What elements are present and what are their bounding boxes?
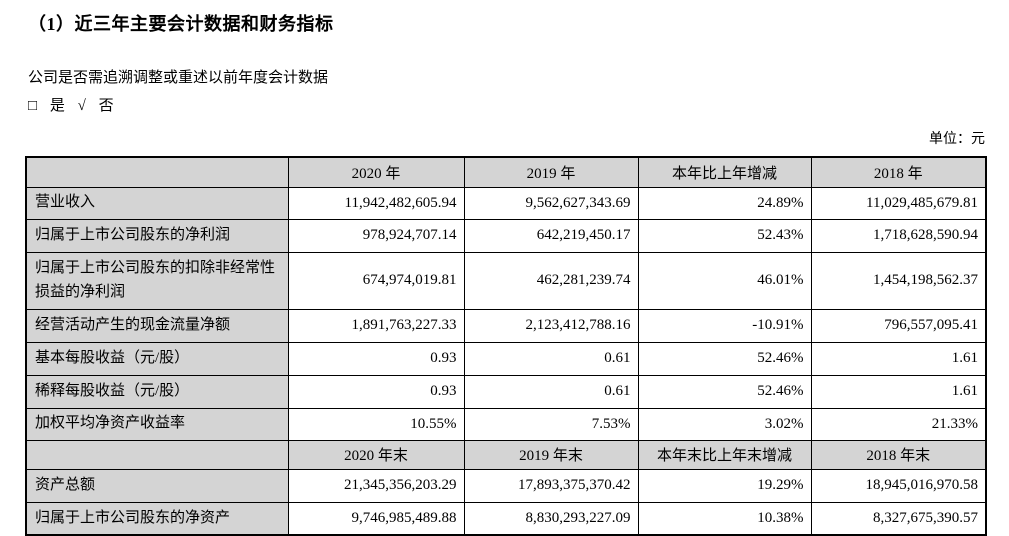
header-empty-cell <box>25 439 289 470</box>
header-year-2018: 2018 年 <box>810 156 987 188</box>
checkbox-yes-label: 是 <box>49 98 65 114</box>
cell-2018-value: 8,327,675,390.57 <box>810 501 987 536</box>
restate-checkbox-line: □ 是 √ 否 <box>28 94 1009 115</box>
cell-change-value: -10.91% <box>637 308 812 343</box>
row-label: 资产总额 <box>25 468 289 503</box>
row-label: 加权平均净资产收益率 <box>25 407 289 441</box>
cell-2018-value: 1.61 <box>810 341 987 376</box>
cell-2019-value: 0.61 <box>463 341 639 376</box>
cell-2020-value: 978,924,707.14 <box>287 218 465 253</box>
cell-2019-value: 642,219,450.17 <box>463 218 639 253</box>
cell-change-value: 46.01% <box>637 251 812 310</box>
cell-change-value: 52.46% <box>637 374 812 409</box>
cell-change-value: 24.89% <box>637 186 812 220</box>
table-header-year-end: 2020 年末 2019 年末 本年末比上年末增减 2018 年末 <box>25 439 987 470</box>
table-row-net-profit-excl-nonrecurring: 归属于上市公司股东的扣除非经常性损益的净利润 674,974,019.81 46… <box>25 251 987 310</box>
header-empty-cell <box>25 156 289 188</box>
unit-label: 单位：元 <box>929 132 985 147</box>
table-row-basic-eps: 基本每股收益（元/股） 0.93 0.61 52.46% 1.61 <box>25 341 987 376</box>
restate-question-text: 公司是否需追溯调整或重述以前年度会计数据 <box>28 70 329 86</box>
cell-2020-value: 0.93 <box>287 341 465 376</box>
cell-2020-value: 21,345,356,203.29 <box>287 468 465 503</box>
checkbox-yes-icon: □ <box>28 98 38 114</box>
cell-2018-value: 18,945,016,970.58 <box>810 468 987 503</box>
table-row-operating-cash-flow: 经营活动产生的现金流量净额 1,891,763,227.33 2,123,412… <box>25 308 987 343</box>
cell-2020-value: 9,746,985,489.88 <box>287 501 465 536</box>
cell-2019-value: 2,123,412,788.16 <box>463 308 639 343</box>
table-row-net-profit: 归属于上市公司股东的净利润 978,924,707.14 642,219,450… <box>25 218 987 253</box>
checkmark-no-icon: √ <box>77 98 86 114</box>
header-year-end-change: 本年末比上年末增减 <box>637 439 812 470</box>
table-row-diluted-eps: 稀释每股收益（元/股） 0.93 0.61 52.46% 1.61 <box>25 374 987 409</box>
cell-2019-value: 462,281,239.74 <box>463 251 639 310</box>
row-label: 营业收入 <box>25 186 289 220</box>
section-title: （1）近三年主要会计数据和财务指标 <box>28 14 334 34</box>
cell-2018-value: 11,029,485,679.81 <box>810 186 987 220</box>
cell-2018-value: 21.33% <box>810 407 987 441</box>
header-year-end-2020: 2020 年末 <box>287 439 465 470</box>
header-yoy-change: 本年比上年增减 <box>637 156 812 188</box>
header-year-end-2018: 2018 年末 <box>810 439 987 470</box>
header-year-2020: 2020 年 <box>287 156 465 188</box>
cell-change-value: 52.43% <box>637 218 812 253</box>
cell-2018-value: 796,557,095.41 <box>810 308 987 343</box>
cell-2020-value: 1,891,763,227.33 <box>287 308 465 343</box>
cell-change-value: 52.46% <box>637 341 812 376</box>
cell-2019-value: 0.61 <box>463 374 639 409</box>
cell-change-value: 19.29% <box>637 468 812 503</box>
cell-2020-value: 0.93 <box>287 374 465 409</box>
cell-2019-value: 9,562,627,343.69 <box>463 186 639 220</box>
cell-2018-value: 1,718,628,590.94 <box>810 218 987 253</box>
cell-change-value: 3.02% <box>637 407 812 441</box>
checkbox-no-label: 否 <box>98 98 114 114</box>
table-header-annual: 2020 年 2019 年 本年比上年增减 2018 年 <box>25 156 987 188</box>
cell-2019-value: 17,893,375,370.42 <box>463 468 639 503</box>
financial-indicators-table: 2020 年 2019 年 本年比上年增减 2018 年 营业收入 11,942… <box>25 156 987 536</box>
header-year-end-2019: 2019 年末 <box>463 439 639 470</box>
cell-2019-value: 7.53% <box>463 407 639 441</box>
cell-2020-value: 674,974,019.81 <box>287 251 465 310</box>
row-label: 归属于上市公司股东的净利润 <box>25 218 289 253</box>
cell-change-value: 10.38% <box>637 501 812 536</box>
table-row-weighted-avg-roe: 加权平均净资产收益率 10.55% 7.53% 3.02% 21.33% <box>25 407 987 441</box>
cell-2018-value: 1.61 <box>810 374 987 409</box>
row-label: 经营活动产生的现金流量净额 <box>25 308 289 343</box>
cell-2020-value: 11,942,482,605.94 <box>287 186 465 220</box>
table-row-revenue: 营业收入 11,942,482,605.94 9,562,627,343.69 … <box>25 186 987 220</box>
row-label: 稀释每股收益（元/股） <box>25 374 289 409</box>
table-row-total-assets: 资产总额 21,345,356,203.29 17,893,375,370.42… <box>25 468 987 503</box>
table-row-net-assets: 归属于上市公司股东的净资产 9,746,985,489.88 8,830,293… <box>25 501 987 536</box>
row-label: 归属于上市公司股东的净资产 <box>25 501 289 536</box>
cell-2020-value: 10.55% <box>287 407 465 441</box>
cell-2019-value: 8,830,293,227.09 <box>463 501 639 536</box>
cell-2018-value: 1,454,198,562.37 <box>810 251 987 310</box>
row-label: 归属于上市公司股东的扣除非经常性损益的净利润 <box>25 251 289 310</box>
row-label: 基本每股收益（元/股） <box>25 341 289 376</box>
header-year-2019: 2019 年 <box>463 156 639 188</box>
